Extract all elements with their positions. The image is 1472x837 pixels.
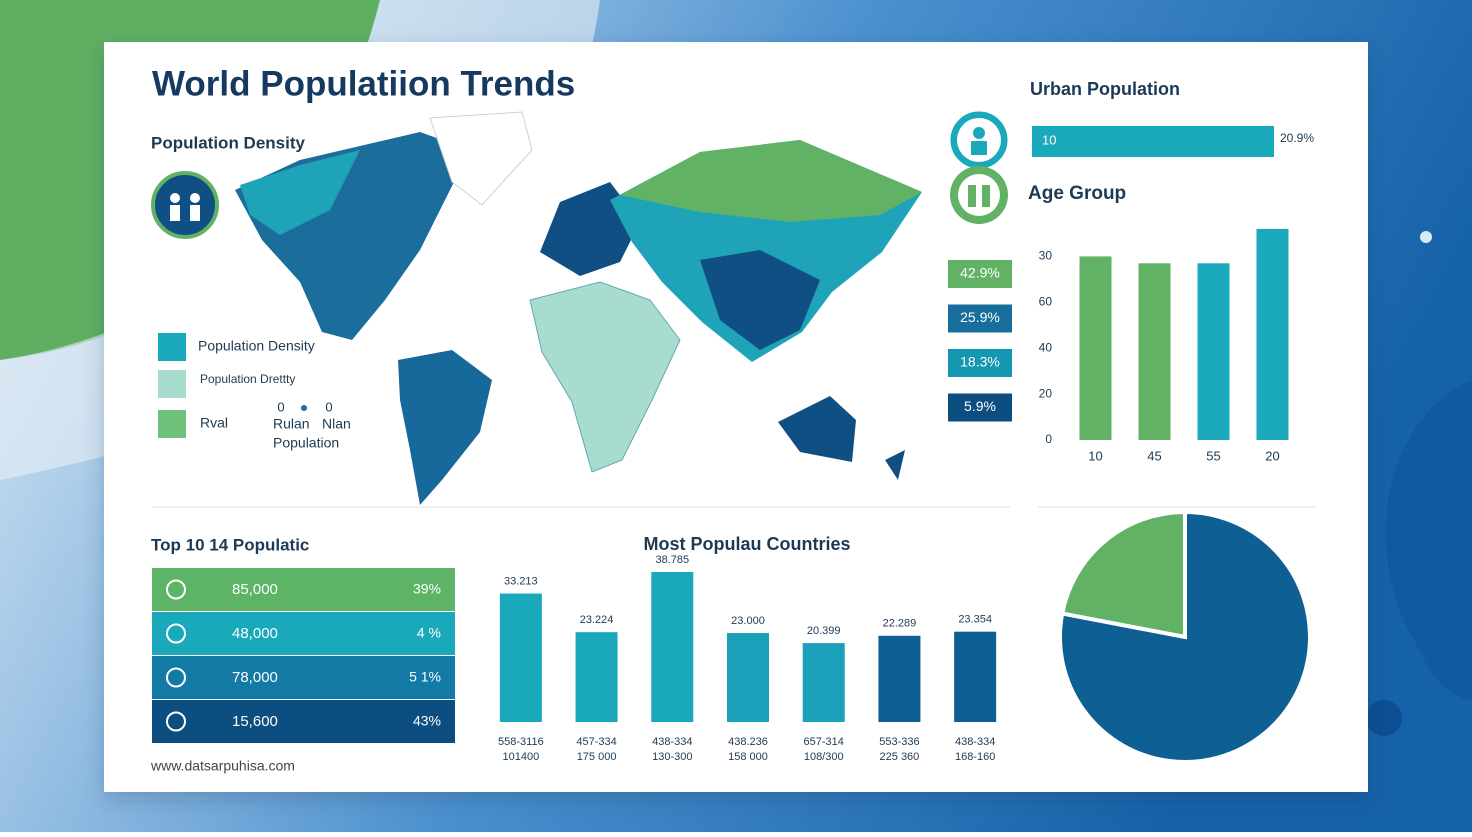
footer: www.datsarpuhisa.com: [150, 758, 295, 774]
age-badge: [948, 393, 1012, 422]
rural-urban-value: 0: [277, 399, 284, 414]
chart-title: Most Populau Countries: [644, 534, 851, 554]
bar: [575, 632, 618, 722]
y-tick-label: 0: [1045, 432, 1052, 446]
rural-urban-value: 0: [325, 399, 332, 414]
value-label: 33.213: [504, 575, 538, 587]
value-label: 23.224: [580, 614, 614, 626]
table-cell: 78,000: [232, 669, 278, 686]
age-badge: [948, 260, 1012, 288]
pie-slice: [1059, 509, 1187, 640]
value-label: 22.289: [883, 618, 917, 630]
x-tick-label: 55: [1206, 448, 1220, 463]
row-icon: [166, 711, 186, 732]
dot: [1366, 700, 1402, 736]
x-tick-label: 10: [1088, 448, 1102, 463]
bar: [727, 633, 769, 722]
blue-blob: [1385, 380, 1472, 700]
row-icon: [166, 579, 186, 600]
bar: [954, 631, 997, 722]
table-cell: 85,000: [232, 581, 278, 598]
y-tick-label: 60: [1039, 294, 1053, 308]
x-tick-label: 457-334: [576, 736, 616, 748]
map-title: Population Density: [151, 133, 306, 152]
world-map: [235, 111, 922, 505]
urban-value-label: 20.9%: [1280, 131, 1314, 145]
legend-label: Rval: [200, 415, 228, 431]
table-cell: 15,600: [232, 713, 278, 730]
x-tick-label: 175 000: [577, 751, 617, 763]
table-cell: 4 %: [417, 625, 441, 641]
table-cell: 5 1%: [409, 669, 441, 685]
rural-urban-label: Nlan: [322, 416, 351, 432]
x-tick-label: 45: [1147, 448, 1161, 463]
bar: [499, 593, 542, 722]
bar: [651, 572, 694, 722]
table-row: [152, 568, 455, 611]
bar: [1079, 256, 1112, 440]
bar: [1138, 263, 1171, 440]
urban-title: Urban Population: [1030, 79, 1180, 99]
x-tick-label: 130-300: [652, 751, 692, 763]
y-tick-label: 20: [1039, 386, 1053, 400]
table-row: [152, 700, 455, 743]
y-tick-label: 40: [1039, 340, 1053, 354]
dot: [1420, 231, 1432, 243]
bar: [878, 635, 921, 722]
urban-bar-label: 10: [1042, 132, 1056, 147]
x-tick-label: 438-334: [955, 736, 995, 748]
value-label: 38.785: [655, 554, 689, 566]
x-tick-label: 20: [1265, 448, 1279, 463]
map-icon: [151, 171, 219, 239]
bar: [802, 643, 845, 722]
rural-urban-label: Rulan: [273, 416, 310, 432]
legend-swatch: [158, 410, 186, 438]
x-tick-label: 108/300: [804, 751, 844, 763]
bar: [1197, 263, 1230, 440]
x-tick-label: 168-160: [955, 751, 995, 763]
value-label: 23.354: [958, 614, 992, 626]
age-badge-label: 25.9%: [960, 309, 1000, 325]
page-title: World Populatiion Trends: [152, 64, 575, 103]
x-tick-label: 558-3116: [498, 736, 544, 748]
table-cell: 43%: [413, 713, 441, 729]
x-tick-label: 553-336: [879, 736, 919, 748]
age-badge: [948, 349, 1012, 377]
x-tick-label: 158 000: [728, 751, 768, 763]
urban-bar: [1032, 126, 1274, 157]
x-tick-label: 657-314: [804, 736, 844, 748]
age-badge-label: 42.9%: [960, 265, 1000, 281]
legend-label: Population Density: [198, 338, 315, 354]
dot: [301, 405, 307, 411]
bar: [1256, 228, 1289, 440]
row-icon: [166, 667, 186, 688]
value-label: 20.399: [807, 625, 841, 637]
value-label: 23.000: [731, 615, 765, 627]
row-icon: [166, 623, 186, 644]
x-tick-label: 438.236: [728, 736, 768, 748]
legend-swatch: [158, 370, 186, 398]
legend-label: Population Drettty: [200, 372, 295, 386]
x-tick-label: 101400: [502, 751, 539, 763]
table-cell: 39%: [413, 581, 441, 597]
table-row: [152, 656, 455, 699]
table-cell: 48,000: [232, 625, 278, 642]
rural-urban-caption: Population: [273, 435, 339, 451]
chart-title: Age Group: [1028, 183, 1126, 204]
table-row: [152, 612, 455, 655]
age-badge-label: 5.9%: [964, 398, 996, 414]
y-tick-label: 30: [1039, 249, 1053, 263]
x-tick-label: 438-334: [652, 736, 692, 748]
person-icons: [947, 108, 1011, 224]
age-badge: [948, 304, 1012, 333]
x-tick-label: 225 360: [880, 751, 920, 763]
table-title: Top 10 14 Populatic: [151, 535, 309, 554]
legend-swatch: [158, 333, 186, 361]
pie-slice: [1058, 509, 1312, 764]
age-badge-label: 18.3%: [960, 354, 1000, 370]
